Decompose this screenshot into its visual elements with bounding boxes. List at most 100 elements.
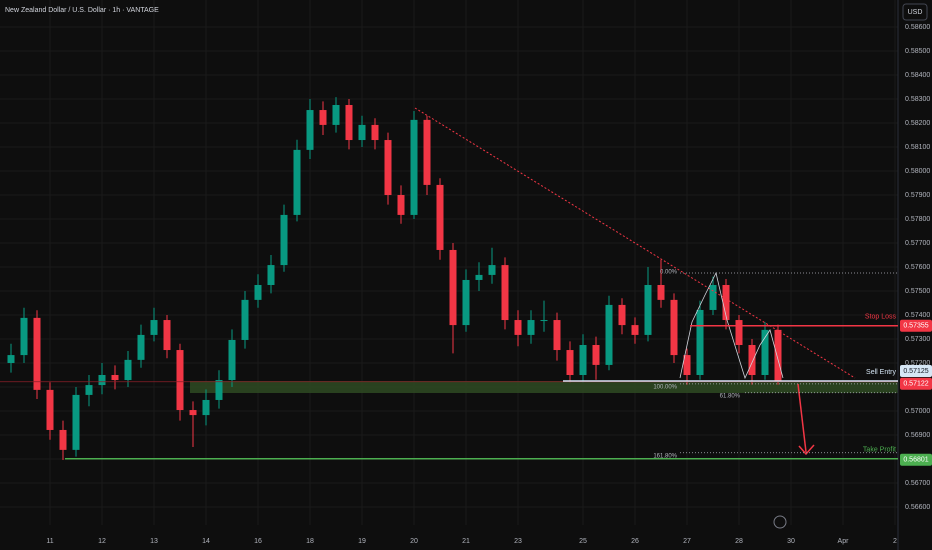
y-tick-label: 0.58500	[905, 48, 930, 55]
chart-title: New Zealand Dollar / U.S. Dollar · 1h · …	[5, 7, 159, 14]
x-tick-label: 2	[893, 538, 897, 545]
candle-body	[735, 320, 743, 345]
replay-icon[interactable]	[773, 515, 787, 529]
y-tick-label: 0.57500	[905, 288, 930, 295]
currency-box	[902, 3, 928, 21]
candle-body	[605, 304, 613, 365]
candle-body	[46, 389, 54, 430]
candle-body	[215, 380, 223, 400]
candle-body	[85, 385, 93, 395]
candle-body	[410, 119, 418, 215]
demand-zone	[190, 381, 898, 393]
candle-body	[722, 285, 730, 321]
candle-body	[774, 329, 782, 382]
candle-body	[709, 285, 717, 310]
y-tick-label: 0.57800	[905, 216, 930, 223]
candle-body	[319, 110, 327, 125]
candle-body	[150, 320, 158, 335]
x-tick-label: 11	[46, 538, 53, 545]
x-tick-label: Apr	[838, 538, 850, 545]
y-tick-label: 0.57900	[905, 192, 930, 199]
arrow-head	[798, 444, 815, 456]
candle-body	[371, 124, 379, 141]
candle-body	[267, 265, 275, 285]
candle-body	[488, 265, 496, 275]
level-label: Stop Loss	[865, 314, 897, 321]
x-tick-label: 13	[150, 538, 158, 545]
candle-body	[683, 355, 691, 375]
y-tick-label: 0.58000	[905, 168, 930, 175]
y-tick-label: 0.57200	[905, 360, 930, 367]
x-tick-label: 20	[410, 538, 418, 545]
y-tick-label: 0.58100	[905, 144, 930, 151]
x-tick-label: 16	[254, 538, 262, 545]
candle-body	[137, 334, 145, 360]
candle-body	[397, 195, 405, 215]
fib-label: 161.80%	[653, 453, 677, 459]
candle-body	[228, 339, 236, 381]
x-tick-label: 21	[462, 538, 470, 545]
candle-body	[254, 285, 262, 300]
candle-body	[527, 320, 535, 335]
y-tick-label: 0.57000	[905, 408, 930, 415]
price-tag-label: 0.57355	[903, 323, 928, 330]
grid	[0, 0, 898, 525]
fib-label: 0.00%	[660, 270, 678, 276]
candle-body	[592, 345, 600, 365]
candle-body	[59, 429, 67, 450]
fib-label: 61.80%	[720, 393, 741, 399]
candle-body	[566, 350, 574, 375]
candle-body	[696, 309, 704, 375]
x-tick-label: 19	[358, 538, 366, 545]
x-tick-label: 14	[202, 538, 210, 545]
price-tag	[900, 365, 932, 377]
candle-body	[761, 329, 769, 375]
level-label: Sell Entry	[866, 369, 896, 376]
candle-body	[462, 279, 470, 326]
x-tick-label: 25	[579, 538, 587, 545]
candle-body	[33, 317, 41, 390]
candle-body	[657, 285, 665, 300]
candle-body	[670, 299, 678, 356]
currency: USD	[908, 9, 923, 16]
x-tick-label: 26	[631, 538, 639, 545]
x-tick-label: 28	[735, 538, 743, 545]
x-tick-label: 27	[683, 538, 691, 545]
candle-body	[20, 317, 28, 356]
candle-body	[7, 355, 15, 363]
y-tick-label: 0.58400	[905, 72, 930, 79]
candle-body	[540, 320, 548, 322]
x-tick-label: 23	[514, 538, 522, 545]
price-tag-label: 0.57125	[903, 368, 928, 375]
candle-body	[124, 359, 132, 381]
price-tag-label: 0.57122	[903, 381, 928, 388]
y-tick-label: 0.57300	[905, 336, 930, 343]
price-tag	[900, 377, 932, 390]
candle-body	[189, 410, 197, 416]
candle-body	[514, 320, 522, 335]
candle-body	[280, 214, 288, 266]
arrow	[797, 383, 807, 453]
marks	[7, 97, 782, 460]
fib-label: 100.00%	[653, 384, 677, 390]
y-tick-label: 0.57700	[905, 240, 930, 247]
y-tick-label: 0.58600	[905, 24, 930, 31]
candle-body	[72, 394, 80, 450]
candle-body	[501, 265, 509, 321]
candle-body	[163, 320, 171, 351]
price-tag	[900, 453, 932, 466]
candle-body	[384, 140, 392, 195]
candle-body	[631, 325, 639, 335]
candle-body	[423, 119, 431, 185]
y-tick-label: 0.56600	[905, 504, 930, 511]
y-tick-label: 0.57400	[905, 312, 930, 319]
candle-body	[436, 184, 444, 250]
candle-body	[553, 320, 561, 351]
candle-body	[332, 105, 340, 125]
candle-body	[241, 299, 249, 340]
y-tick-label: 0.56900	[905, 432, 930, 439]
candle-body	[176, 350, 184, 411]
candle-body	[345, 105, 353, 141]
candle-body	[98, 375, 106, 386]
candle-body	[293, 149, 301, 215]
